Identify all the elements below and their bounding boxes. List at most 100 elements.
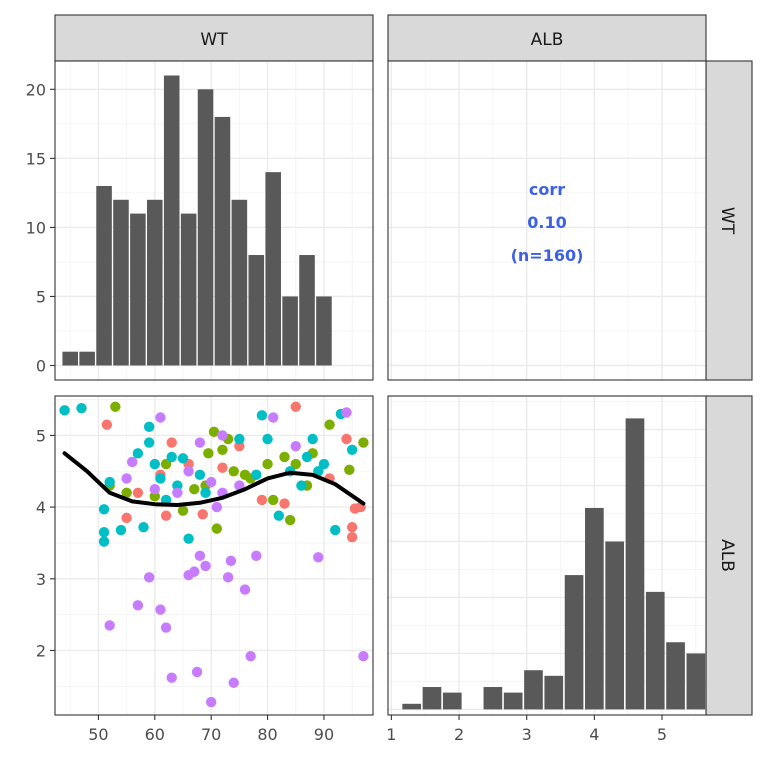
x-tick-label: 3 xyxy=(522,725,532,744)
scatter-point xyxy=(279,451,290,463)
y-tick-label: 5 xyxy=(36,426,46,445)
scatter-point xyxy=(239,584,251,595)
panel-border xyxy=(54,60,374,381)
scatter-point xyxy=(59,405,70,416)
panel-alb-vs-wt-scatter xyxy=(54,395,374,716)
scatter-point xyxy=(290,440,301,452)
scatter-point xyxy=(222,572,234,583)
histogram-bar xyxy=(163,75,180,366)
histogram-bar xyxy=(316,296,332,366)
histogram-bar xyxy=(402,703,422,710)
scatter-point xyxy=(203,448,214,459)
scatter-point xyxy=(200,487,211,498)
scatter-point xyxy=(160,510,172,521)
scatter-point xyxy=(138,521,149,533)
y-tick-label: 0 xyxy=(36,357,46,376)
histogram-bar xyxy=(503,692,523,710)
scatter-point xyxy=(104,620,115,631)
scatter-point xyxy=(160,622,172,633)
histogram-bar xyxy=(686,653,706,710)
scatter-point xyxy=(101,419,113,430)
scatter-point xyxy=(341,433,352,445)
scatter-point xyxy=(256,410,268,421)
corr-n: (n=160) xyxy=(511,246,584,265)
histogram-bar xyxy=(231,199,248,366)
histogram-bar xyxy=(645,591,665,710)
strip-col-wt-label: WT xyxy=(200,30,228,50)
scatter-point xyxy=(155,473,166,484)
scatter-point xyxy=(172,480,183,491)
histogram-bar xyxy=(299,255,315,366)
histogram-bar xyxy=(605,541,624,710)
y-tick-label: 20 xyxy=(26,80,46,99)
histogram-bar xyxy=(265,172,281,366)
y-axis-alb: 2 3 4 5 xyxy=(36,426,55,660)
scatter-point xyxy=(98,536,110,547)
scatter-point xyxy=(183,466,194,477)
histogram-bar xyxy=(585,507,604,710)
corr-label: corr xyxy=(529,180,565,199)
y-tick-label: 4 xyxy=(36,498,46,517)
scatter-point xyxy=(104,476,115,488)
scatter-point xyxy=(346,444,358,455)
scatter-point xyxy=(234,433,245,445)
histogram-bar xyxy=(180,213,197,366)
panel-border xyxy=(54,395,374,716)
scatter-point xyxy=(208,426,220,438)
strip-col-alb-label: ALB xyxy=(531,30,564,50)
scatter-point xyxy=(217,462,228,473)
scatter-point xyxy=(296,480,307,491)
scatter-point xyxy=(121,512,132,524)
scatter-point xyxy=(211,501,223,513)
histogram-bar xyxy=(483,687,503,710)
scatter-point xyxy=(358,437,369,448)
histogram-bar xyxy=(113,199,129,366)
strip-row-wt-label: WT xyxy=(717,207,737,235)
scatter-point xyxy=(177,505,189,516)
scatter-point xyxy=(149,483,160,495)
scatter-point xyxy=(217,430,228,441)
y-tick-label: 15 xyxy=(26,149,46,168)
x-tick-label: 80 xyxy=(257,725,277,744)
scatter-point xyxy=(234,440,245,452)
scatter-point xyxy=(166,672,177,683)
histogram-bar xyxy=(96,185,112,366)
panel-alb-histogram xyxy=(387,395,707,716)
scatter-point xyxy=(358,651,369,662)
scatter-point xyxy=(228,677,239,688)
scatter-point xyxy=(143,437,155,448)
x-tick-label: 1 xyxy=(386,725,396,744)
scatter-point xyxy=(132,487,144,498)
scatter-point xyxy=(245,651,256,662)
scatter-point xyxy=(268,412,279,423)
scatter-point xyxy=(205,476,217,488)
scatter-point xyxy=(166,437,177,448)
scatter-point xyxy=(341,407,352,418)
y-tick-label: 10 xyxy=(26,218,46,237)
histogram-bar xyxy=(422,687,442,710)
strip-col-alb: ALB xyxy=(387,14,707,62)
scatter-point xyxy=(307,433,318,445)
histogram-bar xyxy=(544,675,564,710)
scatter-point xyxy=(98,504,110,515)
scatter-point xyxy=(194,550,206,562)
panel-border xyxy=(387,395,707,716)
strip-row-alb-label: ALB xyxy=(717,539,737,572)
scatter-point xyxy=(115,524,127,536)
panel-correlation: corr 0.10 (n=160) xyxy=(387,60,707,381)
scatter-point xyxy=(197,509,208,520)
scatter-point xyxy=(160,458,172,470)
histogram-bar xyxy=(524,670,543,710)
strip-row-alb: ALB xyxy=(705,395,753,716)
x-axis-wt: 50 60 70 80 90 xyxy=(88,715,334,744)
scatter-point xyxy=(290,458,301,470)
scatter-point xyxy=(256,494,268,506)
scatter-point xyxy=(205,696,217,708)
x-tick-label: 70 xyxy=(201,725,221,744)
x-tick-label: 90 xyxy=(314,725,334,744)
scatter-point xyxy=(346,521,358,533)
scatter-point xyxy=(191,666,203,678)
y-tick-label: 3 xyxy=(36,570,46,589)
y-tick-label: 2 xyxy=(36,641,46,660)
